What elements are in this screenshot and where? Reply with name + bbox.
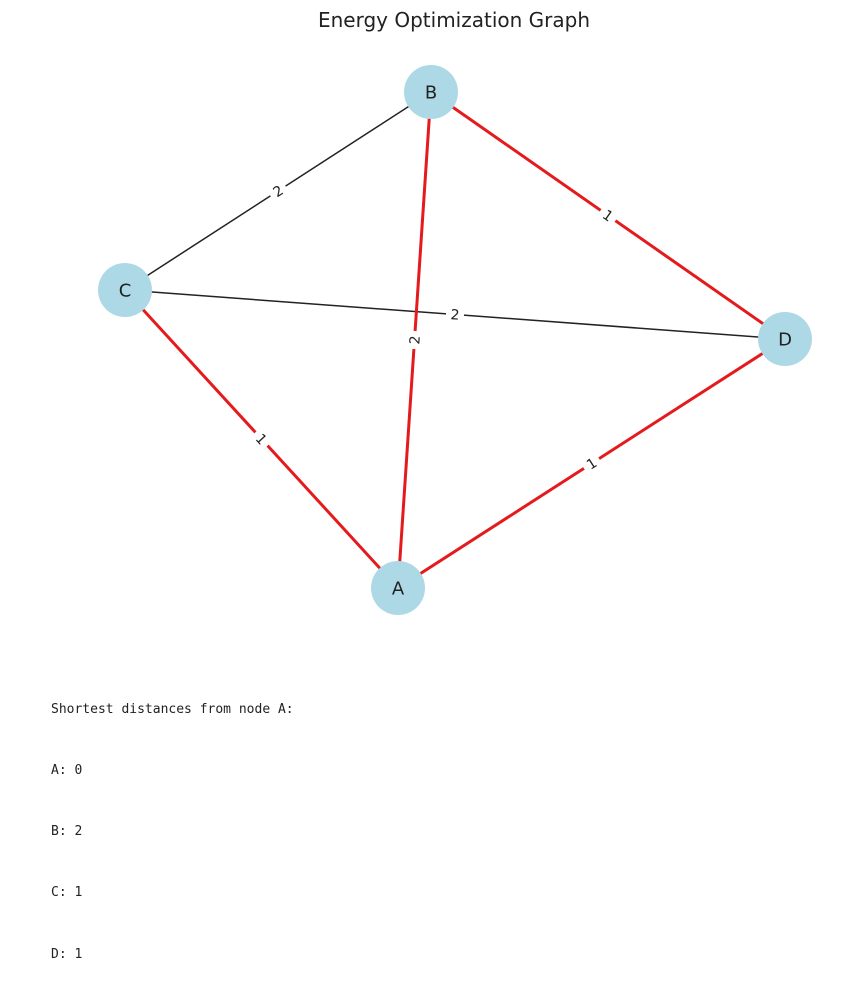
node-label: A xyxy=(392,579,405,600)
node-c: C xyxy=(98,263,152,317)
edge-label-b-c: 2 xyxy=(265,177,291,205)
output-heading: Shortest distances from node A: xyxy=(51,701,294,717)
output-line-b: B: 2 xyxy=(51,824,83,840)
edge-label-a-b: 2 xyxy=(403,330,426,350)
node-circle xyxy=(404,65,458,119)
edge-label-a-c: 1 xyxy=(248,425,275,453)
node-b: B xyxy=(404,65,458,119)
output-line-c: C: 1 xyxy=(51,885,83,901)
graph-title: Energy Optimization Graph xyxy=(317,8,591,32)
node-circle xyxy=(98,263,152,317)
edge-weight-text: 2 xyxy=(407,335,424,345)
nodes: A B C D xyxy=(98,65,812,615)
edge-labels: 2 2 1 2 1 1 xyxy=(248,177,622,477)
node-circle xyxy=(758,312,812,366)
output-line-d: D: 1 xyxy=(51,946,83,962)
edge-label-c-d: 2 xyxy=(445,303,465,326)
edge-weight-text: 2 xyxy=(450,307,460,324)
edges xyxy=(123,90,786,590)
node-label: D xyxy=(778,330,792,351)
node-circle xyxy=(371,561,425,615)
output-text: Shortest distances from node A: A: 0 B: … xyxy=(51,659,294,985)
node-label: B xyxy=(425,83,437,104)
graph-canvas: 2 2 1 2 1 1 A B C D xyxy=(98,65,812,615)
output-line-a: A: 0 xyxy=(51,763,83,779)
edge-label-b-d: 1 xyxy=(594,202,622,229)
node-a: A xyxy=(371,561,425,615)
edge-label-a-d: 1 xyxy=(578,450,605,477)
node-label: C xyxy=(119,281,132,302)
node-d: D xyxy=(758,312,812,366)
